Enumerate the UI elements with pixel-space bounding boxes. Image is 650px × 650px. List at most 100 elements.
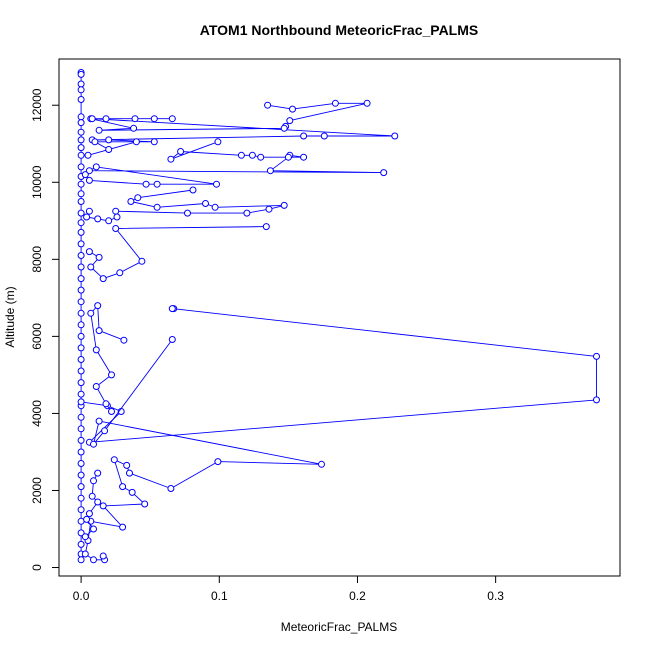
- data-point: [77, 86, 85, 94]
- data-point: [130, 124, 138, 132]
- data-point: [77, 190, 85, 198]
- data-point: [77, 180, 85, 188]
- data-point: [202, 200, 209, 207]
- data-point: [102, 400, 110, 408]
- data-point: [119, 483, 127, 491]
- data-point: [108, 408, 115, 415]
- data-point: [167, 485, 175, 492]
- data-point: [363, 99, 371, 107]
- data-point: [380, 169, 388, 177]
- data-point: [243, 209, 251, 217]
- data-point: [105, 136, 113, 144]
- data-point: [320, 132, 328, 140]
- data-point: [138, 257, 146, 265]
- y-tick-label: 2000: [30, 477, 44, 504]
- data-point: [289, 105, 296, 113]
- data-point: [110, 456, 118, 464]
- data-point: [77, 198, 85, 205]
- data-point: [331, 99, 339, 107]
- y-tick-label: 8000: [30, 246, 44, 273]
- data-point: [77, 263, 85, 271]
- data-point: [94, 302, 102, 310]
- data-point: [112, 207, 120, 215]
- data-point: [150, 138, 158, 146]
- data-point: [94, 498, 102, 506]
- data-series: [85, 223, 270, 283]
- data-point: [77, 128, 85, 136]
- data-point: [77, 344, 85, 352]
- data-point: [113, 213, 121, 221]
- data-point: [101, 427, 109, 435]
- data-point: [77, 275, 85, 283]
- data-point: [77, 163, 85, 171]
- data-point: [77, 540, 85, 548]
- data-point: [85, 207, 93, 215]
- data-point: [127, 198, 135, 205]
- data-series: [81, 138, 388, 188]
- data-point: [77, 321, 85, 329]
- data-point: [88, 115, 96, 123]
- data-point: [77, 113, 85, 121]
- data-point: [95, 327, 103, 335]
- data-point: [300, 132, 308, 140]
- data-point: [99, 502, 107, 510]
- data-point: [177, 148, 185, 155]
- data-point: [77, 209, 85, 217]
- data-point: [284, 153, 292, 161]
- data-point: [77, 556, 85, 564]
- data-point: [184, 209, 191, 217]
- data-point: [105, 146, 113, 153]
- data-point: [167, 155, 175, 163]
- data-series: [77, 69, 85, 564]
- data-point: [90, 477, 97, 485]
- data-point: [214, 138, 222, 146]
- data-point: [257, 153, 265, 161]
- data-point: [123, 461, 131, 469]
- data-point: [168, 115, 176, 123]
- data-point: [90, 556, 97, 564]
- data-point: [141, 500, 149, 508]
- data-point: [81, 550, 89, 558]
- data-point: [99, 275, 107, 283]
- data-point: [77, 494, 85, 502]
- data-point: [77, 286, 85, 294]
- data-point: [132, 138, 140, 146]
- data-point: [95, 253, 103, 261]
- x-tick-label: 0.3: [487, 589, 504, 603]
- data-point: [95, 126, 103, 134]
- data-point: [92, 163, 100, 171]
- data-point: [153, 203, 161, 211]
- data-point: [237, 151, 245, 159]
- data-point: [126, 469, 133, 477]
- data-point: [85, 167, 93, 175]
- data-point: [77, 448, 85, 456]
- data-point: [92, 346, 100, 354]
- data-point: [85, 176, 93, 184]
- data-point: [213, 180, 220, 188]
- data-point: [81, 171, 89, 179]
- data-point: [102, 115, 110, 123]
- y-axis-label: Altitude (m): [3, 286, 17, 347]
- data-point: [92, 383, 100, 390]
- series-line: [86, 189, 285, 222]
- data-point: [265, 205, 273, 213]
- y-tick-label: 12000: [30, 88, 44, 122]
- data-series: [83, 186, 288, 225]
- data-point: [91, 138, 99, 146]
- data-point: [300, 153, 308, 161]
- x-tick-label: 0.2: [349, 589, 366, 603]
- data-point: [85, 248, 93, 256]
- data-point: [95, 417, 103, 425]
- data-point: [84, 151, 92, 159]
- data-point: [593, 352, 600, 360]
- data-point: [88, 492, 96, 500]
- data-point: [77, 471, 85, 479]
- data-point: [87, 309, 95, 317]
- data-point: [81, 533, 89, 541]
- data-point: [168, 336, 176, 343]
- data-point: [248, 151, 256, 159]
- data-point: [77, 298, 85, 306]
- data-point: [77, 136, 85, 144]
- y-axis: 0 2000 4000 6000 8000 10000 12000: [30, 88, 60, 571]
